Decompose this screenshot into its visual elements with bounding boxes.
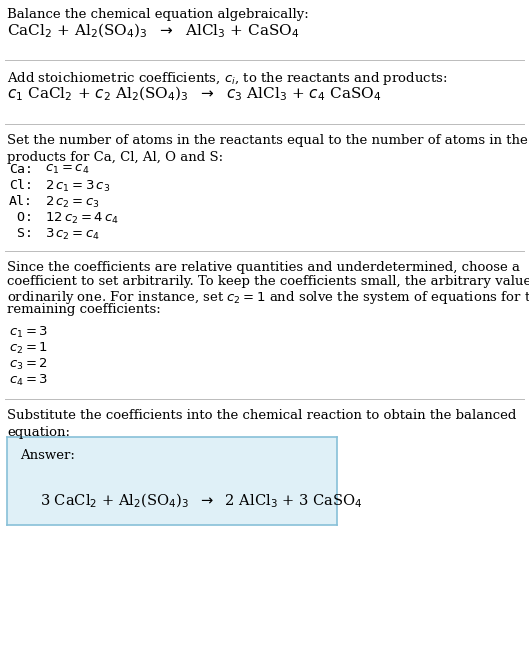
Text: $c_2 = 1$: $c_2 = 1$	[9, 341, 48, 356]
Text: Since the coefficients are relative quantities and underdetermined, choose a: Since the coefficients are relative quan…	[7, 261, 520, 274]
Text: $c_1 = 3$: $c_1 = 3$	[9, 325, 48, 340]
Text: $2\,c_1 = 3\,c_3$: $2\,c_1 = 3\,c_3$	[45, 179, 111, 194]
Text: Set the number of atoms in the reactants equal to the number of atoms in the
pro: Set the number of atoms in the reactants…	[7, 134, 528, 164]
Text: Al:: Al:	[9, 195, 33, 208]
Text: CaCl$_2$ + Al$_2$(SO$_4$)$_3$  $\rightarrow$  AlCl$_3$ + CaSO$_4$: CaCl$_2$ + Al$_2$(SO$_4$)$_3$ $\rightarr…	[7, 22, 299, 40]
Text: Cl:: Cl:	[9, 179, 33, 192]
Text: S:: S:	[9, 227, 33, 240]
Text: remaining coefficients:: remaining coefficients:	[7, 303, 161, 316]
Text: $3\,c_2 = c_4$: $3\,c_2 = c_4$	[45, 227, 100, 242]
Text: $c_1$ CaCl$_2$ + $c_2$ Al$_2$(SO$_4$)$_3$  $\rightarrow$  $c_3$ AlCl$_3$ + $c_4$: $c_1$ CaCl$_2$ + $c_2$ Al$_2$(SO$_4$)$_3…	[7, 85, 381, 104]
Text: $c_4 = 3$: $c_4 = 3$	[9, 373, 48, 388]
Text: Answer:: Answer:	[20, 449, 75, 462]
Text: $c_3 = 2$: $c_3 = 2$	[9, 357, 48, 372]
Text: $c_1 = c_4$: $c_1 = c_4$	[45, 163, 89, 176]
Text: Balance the chemical equation algebraically:: Balance the chemical equation algebraica…	[7, 8, 309, 21]
Text: coefficient to set arbitrarily. To keep the coefficients small, the arbitrary va: coefficient to set arbitrarily. To keep …	[7, 275, 529, 288]
Text: 3 CaCl$_2$ + Al$_2$(SO$_4$)$_3$  $\rightarrow$  2 AlCl$_3$ + 3 CaSO$_4$: 3 CaCl$_2$ + Al$_2$(SO$_4$)$_3$ $\righta…	[40, 492, 363, 510]
Text: Ca:: Ca:	[9, 163, 33, 176]
Text: ordinarily one. For instance, set $c_2 = 1$ and solve the system of equations fo: ordinarily one. For instance, set $c_2 =…	[7, 289, 529, 306]
Text: Add stoichiometric coefficients, $c_i$, to the reactants and products:: Add stoichiometric coefficients, $c_i$, …	[7, 70, 448, 87]
Text: $2\,c_2 = c_3$: $2\,c_2 = c_3$	[45, 195, 100, 210]
Text: O:: O:	[9, 211, 33, 224]
Text: Substitute the coefficients into the chemical reaction to obtain the balanced
eq: Substitute the coefficients into the che…	[7, 409, 516, 439]
Text: $12\,c_2 = 4\,c_4$: $12\,c_2 = 4\,c_4$	[45, 211, 119, 226]
